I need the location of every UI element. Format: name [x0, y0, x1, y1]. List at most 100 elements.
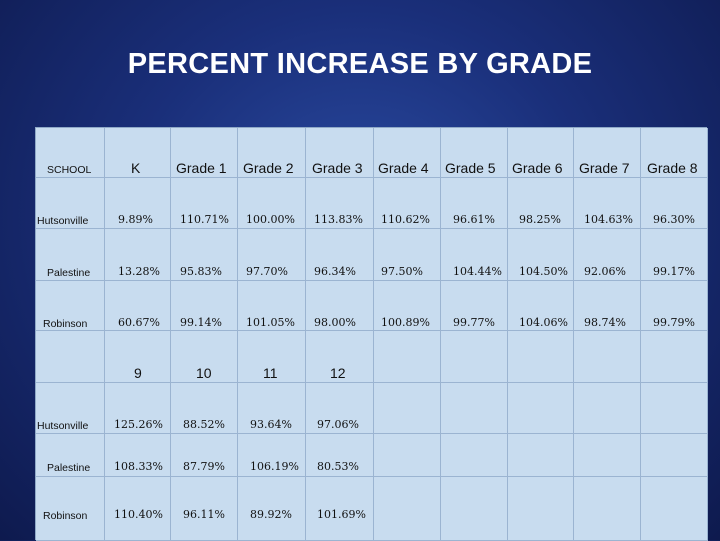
table-cell-value: 110.71% — [180, 213, 229, 226]
table-cell — [374, 477, 441, 541]
table-cell — [171, 128, 238, 178]
table-cell — [105, 229, 171, 281]
table-cell — [441, 331, 508, 383]
table-cell-value: 98.00% — [314, 316, 356, 329]
table-cell-value: 125.26% — [114, 418, 163, 431]
table-cell — [574, 434, 641, 477]
column-header: 10 — [196, 365, 212, 381]
table-cell — [306, 178, 374, 229]
table-cell — [508, 383, 574, 434]
table-cell-value: 13.28% — [118, 265, 160, 278]
table-cell — [36, 331, 105, 383]
table-cell — [641, 383, 708, 434]
table-cell-value: 88.52% — [183, 418, 225, 431]
table-cell — [641, 477, 708, 541]
table-cell — [374, 178, 441, 229]
school-name: Robinson — [43, 318, 88, 330]
table-cell — [171, 383, 238, 434]
table-cell — [36, 128, 105, 178]
table-cell — [574, 331, 641, 383]
table-cell — [574, 383, 641, 434]
table-cell — [238, 383, 306, 434]
table-cell — [641, 178, 708, 229]
table-cell — [36, 281, 105, 331]
table-cell-value: 110.62% — [381, 213, 430, 226]
column-header: 9 — [134, 365, 142, 381]
table-cell — [374, 331, 441, 383]
table-cell — [574, 281, 641, 331]
table-cell — [306, 229, 374, 281]
table-cell — [508, 128, 574, 178]
column-header: 11 — [263, 365, 278, 381]
data-table: SCHOOL K Grade 1 Grade 2 Grade 3 Grade 4 Grade… — [35, 127, 708, 541]
table-cell-value: 89.92% — [250, 508, 292, 521]
column-header: Grade 2 — [243, 160, 294, 176]
table-cell-value: 104.44% — [453, 265, 502, 278]
table-cell-value: 98.74% — [584, 316, 626, 329]
table-cell — [508, 178, 574, 229]
table-cell — [171, 331, 238, 383]
table-cell — [171, 281, 238, 331]
table-cell-value: 101.69% — [317, 508, 366, 521]
table-cell — [441, 434, 508, 477]
table-cell — [641, 331, 708, 383]
table-cell-value: 99.79% — [653, 316, 695, 329]
table-cell — [171, 178, 238, 229]
column-header: Grade 6 — [512, 160, 563, 176]
table-cell — [374, 128, 441, 178]
table-cell — [374, 434, 441, 477]
school-name: Hutsonville — [37, 215, 89, 227]
column-header-school: SCHOOL — [47, 164, 92, 176]
table-cell — [105, 178, 171, 229]
table-cell — [641, 229, 708, 281]
table-cell-value: 97.50% — [381, 265, 423, 278]
table-cell — [238, 331, 306, 383]
column-header: Grade 4 — [378, 160, 429, 176]
table-cell — [508, 281, 574, 331]
table-cell-value: 97.70% — [246, 265, 288, 278]
table-cell — [306, 128, 374, 178]
table-cell — [441, 128, 508, 178]
table-cell — [641, 128, 708, 178]
table-cell — [574, 477, 641, 541]
table-cell — [441, 383, 508, 434]
table-cell-value: 104.50% — [519, 265, 568, 278]
table-cell — [36, 477, 105, 541]
table-cell — [105, 383, 171, 434]
table-cell — [171, 229, 238, 281]
table-cell-value: 99.77% — [453, 316, 495, 329]
table-cell-value: 80.53% — [317, 460, 359, 473]
table-cell — [105, 477, 171, 541]
table-cell — [306, 281, 374, 331]
table-cell — [105, 128, 171, 178]
table-cell — [36, 229, 105, 281]
column-header: Grade 5 — [445, 160, 496, 176]
column-header: 12 — [330, 365, 346, 381]
table-cell-value: 96.61% — [453, 213, 495, 226]
table-cell-value: 104.06% — [519, 316, 568, 329]
table-cell — [508, 229, 574, 281]
table-cell — [574, 229, 641, 281]
table-cell — [105, 281, 171, 331]
table-cell-value: 108.33% — [114, 460, 163, 473]
table-cell-value: 87.79% — [183, 460, 225, 473]
table-cell-value: 60.67% — [118, 316, 160, 329]
table-cell-value: 98.25% — [519, 213, 561, 226]
table-cell — [238, 281, 306, 331]
page-title: PERCENT INCREASE BY GRADE — [127, 48, 593, 80]
table-cell-value: 101.05% — [246, 316, 295, 329]
table-cell — [508, 434, 574, 477]
table-cell — [441, 477, 508, 541]
table-cell-value: 113.83% — [314, 213, 363, 226]
table-cell — [306, 383, 374, 434]
school-name: Hutsonville — [37, 420, 89, 432]
table-cell — [508, 477, 574, 541]
table-cell-value: 95.83% — [180, 265, 222, 278]
table-cell — [306, 434, 374, 477]
school-name: Robinson — [43, 510, 88, 522]
school-name: Palestine — [47, 267, 91, 279]
table-cell — [36, 178, 105, 229]
table-cell-value: 96.11% — [183, 508, 225, 521]
table-cell-value: 100.00% — [246, 213, 295, 226]
table-cell-value: 110.40% — [114, 508, 163, 521]
